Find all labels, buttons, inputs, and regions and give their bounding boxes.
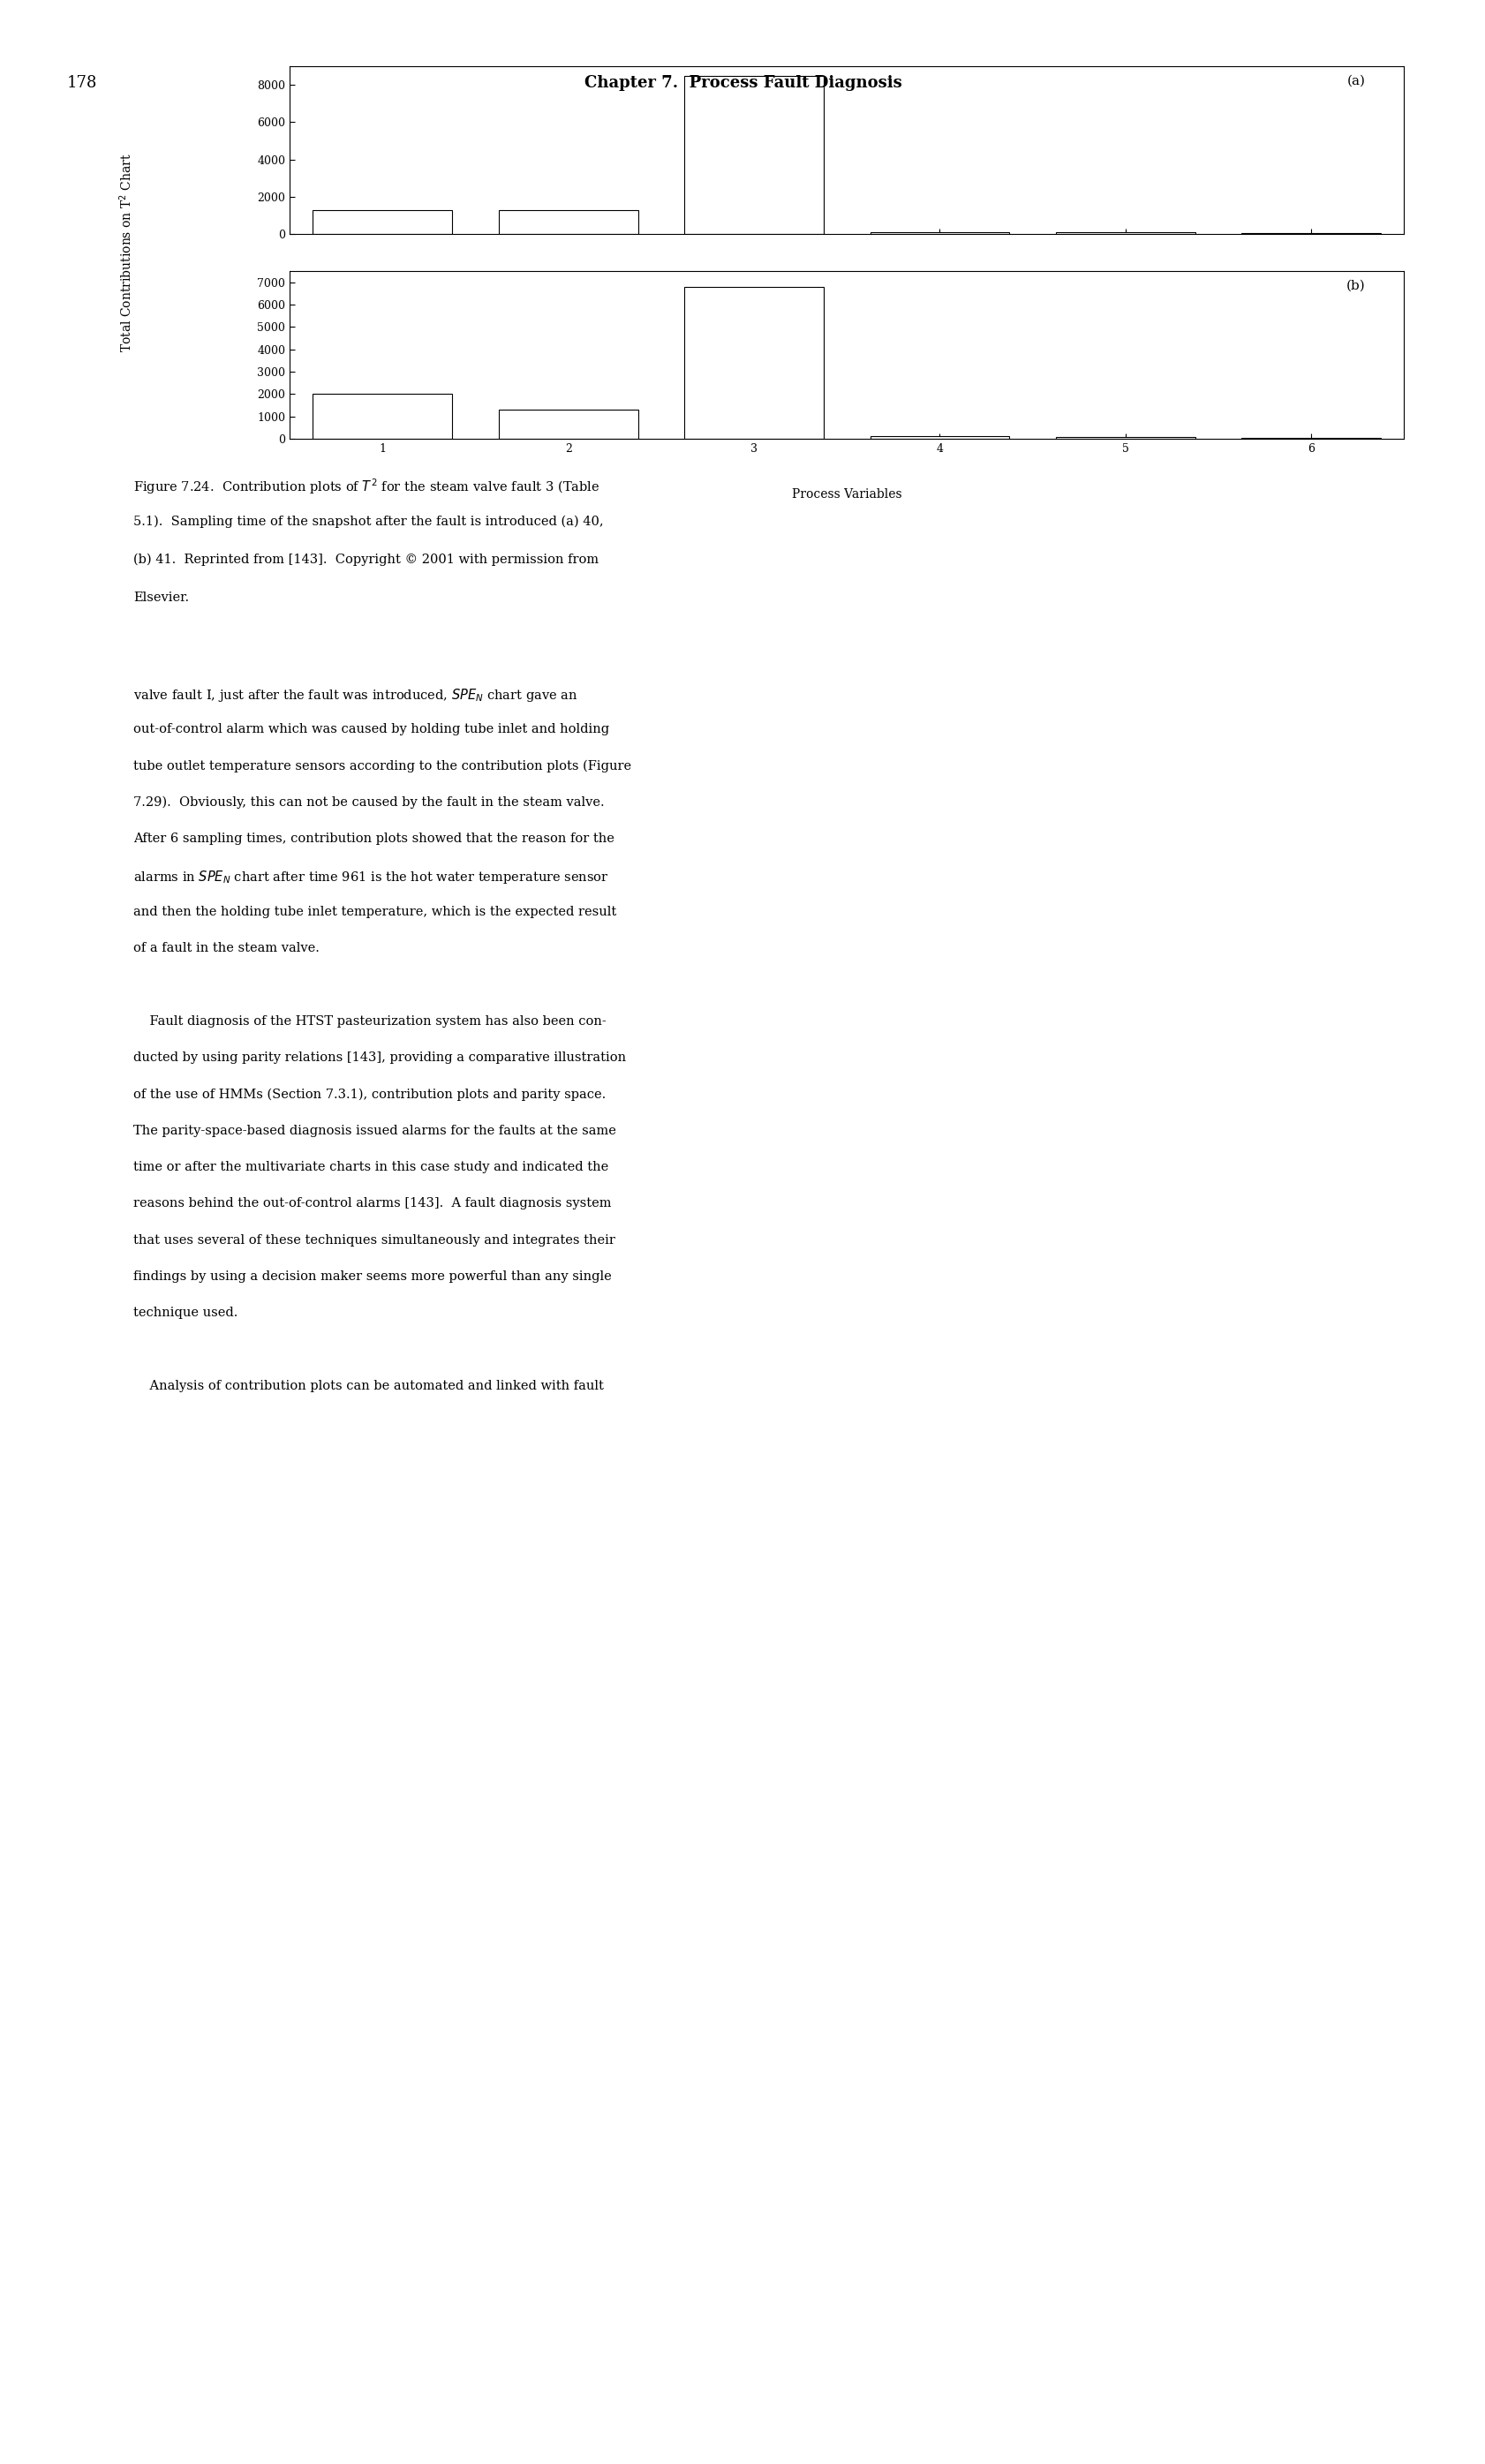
Text: The parity-space-based diagnosis issued alarms for the faults at the same: The parity-space-based diagnosis issued … [134, 1124, 616, 1136]
Text: ducted by using parity relations [143], providing a comparative illustration: ducted by using parity relations [143], … [134, 1052, 627, 1064]
Text: time or after the multivariate charts in this case study and indicated the: time or after the multivariate charts in… [134, 1161, 609, 1173]
Text: Total Contributions on T$^2$ Chart: Total Contributions on T$^2$ Chart [117, 153, 135, 352]
Text: alarms in $SPE_N$ chart after time 961 is the hot water temperature sensor: alarms in $SPE_N$ chart after time 961 i… [134, 870, 609, 887]
Text: (b): (b) [1345, 278, 1365, 291]
Text: 5.1).  Sampling time of the snapshot after the fault is introduced (a) 40,: 5.1). Sampling time of the snapshot afte… [134, 515, 603, 527]
Text: Analysis of contribution plots can be automated and linked with fault: Analysis of contribution plots can be au… [134, 1380, 604, 1392]
Text: Figure 7.24.  Contribution plots of $T^2$ for the steam valve fault 3 (Table: Figure 7.24. Contribution plots of $T^2$… [134, 476, 600, 495]
Text: technique used.: technique used. [134, 1306, 238, 1318]
Text: Process Variables: Process Variables [792, 488, 901, 500]
Text: 178: 178 [67, 76, 97, 91]
Bar [499, 409, 637, 439]
Text: reasons behind the out-of-control alarms [143].  A fault diagnosis system: reasons behind the out-of-control alarms… [134, 1198, 612, 1210]
Text: Fault diagnosis of the HTST pasteurization system has also been con-: Fault diagnosis of the HTST pasteurizati… [134, 1015, 606, 1027]
Text: After 6 sampling times, contribution plots showed that the reason for the: After 6 sampling times, contribution plo… [134, 833, 615, 845]
Text: findings by using a decision maker seems more powerful than any single: findings by using a decision maker seems… [134, 1271, 612, 1284]
Text: of a fault in the steam valve.: of a fault in the steam valve. [134, 941, 319, 954]
Bar [499, 209, 637, 234]
Text: (a): (a) [1345, 74, 1365, 86]
Text: of the use of HMMs (Section 7.3.1), contribution plots and parity space.: of the use of HMMs (Section 7.3.1), cont… [134, 1089, 606, 1101]
Text: tube outlet temperature sensors according to the contribution plots (Figure: tube outlet temperature sensors accordin… [134, 759, 631, 771]
Bar [313, 209, 451, 234]
Bar [685, 76, 823, 234]
Text: and then the holding tube inlet temperature, which is the expected result: and then the holding tube inlet temperat… [134, 907, 616, 919]
Text: out-of-control alarm which was caused by holding tube inlet and holding: out-of-control alarm which was caused by… [134, 724, 609, 737]
Text: (b) 41.  Reprinted from [143].  Copyright © 2001 with permission from: (b) 41. Reprinted from [143]. Copyright … [134, 552, 598, 567]
Bar [685, 286, 823, 439]
Text: valve fault I, just after the fault was introduced, $SPE_N$ chart gave an: valve fault I, just after the fault was … [134, 687, 578, 705]
Text: Elsevier.: Elsevier. [134, 591, 190, 604]
Text: that uses several of these techniques simultaneously and integrates their: that uses several of these techniques si… [134, 1234, 615, 1247]
Bar [313, 394, 451, 439]
Text: Chapter 7.  Process Fault Diagnosis: Chapter 7. Process Fault Diagnosis [584, 76, 901, 91]
Text: 7.29).  Obviously, this can not be caused by the fault in the steam valve.: 7.29). Obviously, this can not be caused… [134, 796, 604, 808]
